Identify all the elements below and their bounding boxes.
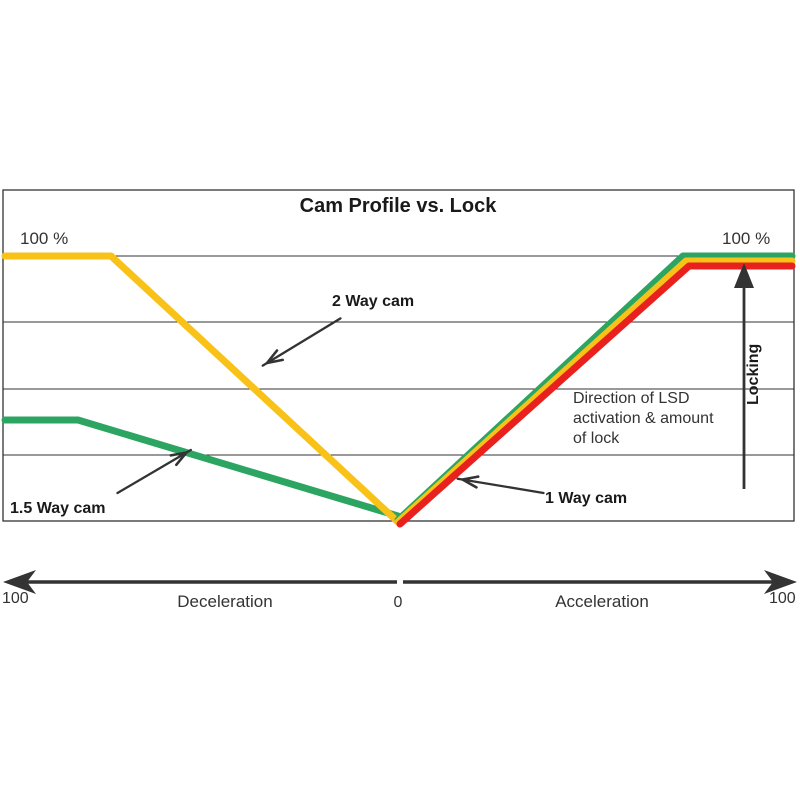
svg-text:100: 100 (2, 590, 29, 607)
svg-text:1.5 Way cam: 1.5 Way cam (10, 500, 105, 517)
svg-text:2 Way cam: 2 Way cam (332, 293, 414, 310)
svg-text:0: 0 (394, 594, 403, 611)
svg-text:1 Way cam: 1 Way cam (545, 490, 627, 507)
svg-text:100 %: 100 % (722, 229, 770, 248)
svg-text:of lock: of lock (573, 430, 620, 447)
svg-text:Locking: Locking (745, 344, 762, 405)
svg-text:Direction of LSD: Direction of LSD (573, 390, 690, 407)
svg-text:activation & amount: activation & amount (573, 410, 714, 427)
svg-text:100 %: 100 % (20, 229, 68, 248)
svg-text:Acceleration: Acceleration (555, 592, 649, 611)
svg-text:100: 100 (769, 590, 796, 607)
svg-text:Cam Profile vs. Lock: Cam Profile vs. Lock (300, 195, 498, 217)
svg-text:Deceleration: Deceleration (177, 592, 272, 611)
